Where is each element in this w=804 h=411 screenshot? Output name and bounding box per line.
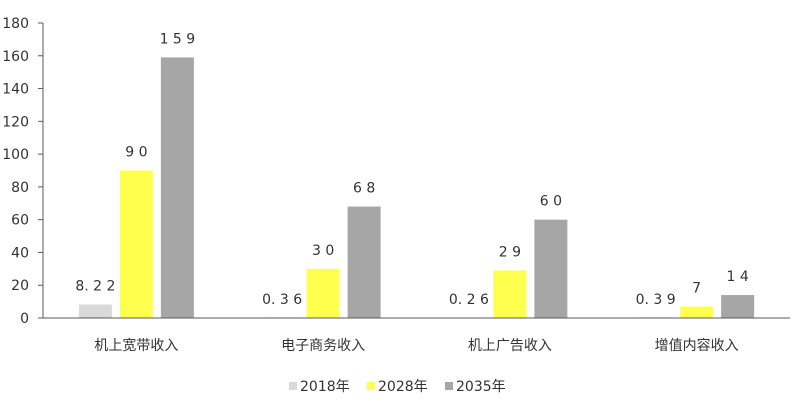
data-label: 2 9 — [499, 244, 521, 260]
data-label: 0. 3 6 — [262, 292, 302, 308]
bar — [721, 295, 755, 318]
legend-swatch — [367, 382, 375, 390]
x-category-label: 机上广告收入 — [468, 338, 552, 354]
x-category-label: 增值内容收入 — [655, 337, 739, 354]
bar — [680, 306, 714, 318]
y-tick-label: 20 — [11, 278, 29, 294]
y-tick-label: 120 — [2, 114, 29, 130]
y-tick-label: 80 — [11, 180, 29, 196]
data-label: 6 0 — [540, 194, 562, 210]
data-label: 0. 3 9 — [636, 292, 676, 308]
data-labels-layer: 8. 2 2 9 0 1 5 9 0. 3 6 3 0 6 8 0. 2 6 2 9 6 0 0.… — [75, 31, 749, 308]
bar — [160, 57, 194, 319]
data-label: 1 4 — [726, 269, 748, 285]
legend-swatch — [445, 382, 453, 390]
bar — [347, 206, 381, 318]
x-category-label: 机上宽带收入 — [94, 337, 178, 354]
data-label: 9 0 — [125, 145, 147, 161]
data-label: 8. 2 2 — [75, 279, 115, 295]
x-category-label: 电子商务收入 — [281, 338, 365, 354]
y-tick-label: 40 — [11, 245, 29, 261]
y-tick-label: 60 — [11, 213, 29, 229]
bar — [493, 270, 527, 318]
legend-label: 2018年 — [300, 379, 350, 395]
y-axis: 0 20 40 60 80 100 120 140 160 180 — [2, 16, 44, 327]
data-label: 3 0 — [312, 243, 334, 259]
data-label: 7 — [692, 281, 701, 297]
data-label: 1 5 9 — [160, 31, 196, 47]
legend: 2018年 2028年 2035年 — [289, 379, 506, 395]
legend-swatch — [289, 382, 297, 390]
bars-layer — [78, 57, 755, 319]
y-tick-label: 0 — [20, 311, 29, 327]
bar — [78, 304, 112, 318]
x-axis: 机上宽带收入 电子商务收入 机上广告收入 增值内容收入 — [43, 317, 790, 354]
y-tick-label: 140 — [2, 82, 29, 98]
y-tick-label: 100 — [2, 147, 29, 163]
legend-label: 2035年 — [456, 379, 506, 395]
legend-label: 2028年 — [378, 379, 428, 395]
y-tick-label: 180 — [2, 16, 29, 32]
bar — [119, 170, 153, 318]
bar — [306, 268, 340, 318]
bar — [534, 219, 568, 318]
data-label: 0. 2 6 — [449, 292, 489, 308]
data-label: 6 8 — [353, 181, 375, 197]
y-tick-label: 160 — [2, 49, 29, 65]
